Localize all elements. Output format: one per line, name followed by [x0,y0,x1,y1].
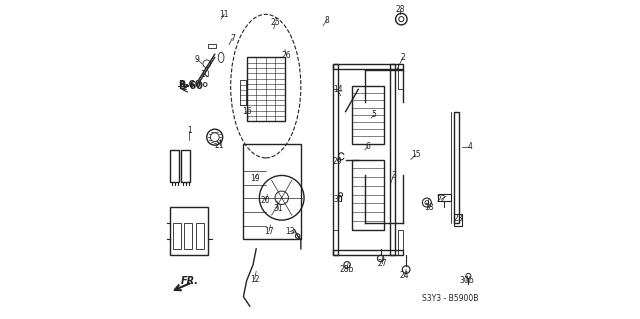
Text: 4: 4 [467,142,472,151]
Text: 2: 2 [401,53,405,62]
Text: 27: 27 [378,259,387,268]
Text: FR.: FR. [181,276,199,286]
Bar [240,80,246,105]
Text: 28b: 28b [340,265,355,274]
Text: S3Y3 - B5900B: S3Y3 - B5900B [422,294,479,303]
Bar [333,230,337,255]
Bar [181,150,190,182]
Bar [209,44,216,48]
Text: 22: 22 [436,195,446,204]
Text: 12: 12 [250,275,259,284]
Text: 17: 17 [264,227,274,236]
Text: 16: 16 [242,107,252,116]
Bar [333,64,403,69]
Text: 10: 10 [200,70,210,79]
Bar [333,64,337,255]
Text: B-60: B-60 [178,80,201,89]
Text: 1: 1 [187,126,191,135]
Bar [398,64,403,89]
Text: 21: 21 [215,141,224,150]
Text: 7: 7 [230,34,235,43]
Text: 29: 29 [333,157,342,166]
Text: 5: 5 [372,110,377,119]
Text: 25: 25 [271,18,280,27]
Text: 24: 24 [400,271,410,280]
Bar [170,207,209,255]
Bar [454,112,459,223]
Text: 8: 8 [324,16,329,25]
Text: 11: 11 [220,10,229,19]
Bar [170,150,179,182]
Bar [196,223,204,249]
Bar [454,214,462,226]
Text: 19: 19 [250,174,259,183]
Text: 15: 15 [411,150,420,159]
Text: 30: 30 [333,195,344,204]
Bar [352,160,384,230]
Text: 9: 9 [195,55,200,63]
Bar [438,194,451,201]
Text: B-60: B-60 [178,81,203,91]
Bar [333,64,337,89]
Bar [390,64,395,255]
Text: 14: 14 [333,85,342,94]
Bar [173,223,181,249]
Text: 3: 3 [391,171,396,180]
Bar [243,144,301,239]
Text: 20: 20 [261,197,271,205]
Bar [246,57,285,121]
Text: 6: 6 [365,142,371,151]
Text: 30b: 30b [460,276,474,285]
Text: 26: 26 [282,51,291,60]
Text: 18: 18 [424,203,433,212]
Text: 23: 23 [454,214,463,223]
Bar [333,250,403,255]
Text: 28: 28 [396,5,405,14]
Bar [398,230,403,255]
Text: 31: 31 [274,204,284,213]
Bar [352,86,384,144]
Bar [184,223,193,249]
Text: 13: 13 [285,227,294,236]
